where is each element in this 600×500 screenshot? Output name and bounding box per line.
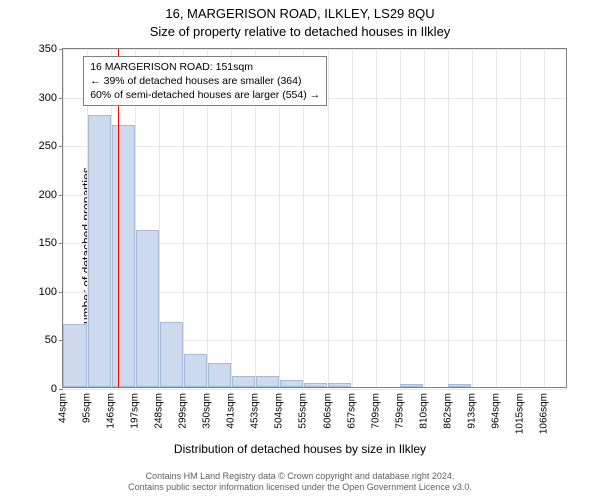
x-tick-label: 1066sqm xyxy=(538,387,549,434)
histogram-bar xyxy=(280,380,303,387)
y-tick-label: 50 xyxy=(45,334,63,346)
gridline-vertical xyxy=(520,49,521,387)
gridline-vertical xyxy=(400,49,401,387)
annotation-line-1: 16 MARGERISON ROAD: 151sqm xyxy=(90,60,320,74)
footer-attribution: Contains HM Land Registry data © Crown c… xyxy=(0,471,600,494)
y-tick-label: 200 xyxy=(39,189,63,201)
x-tick-label: 913sqm xyxy=(466,387,477,429)
gridline-vertical xyxy=(376,49,377,387)
x-tick-label: 146sqm xyxy=(106,387,117,429)
gridline-horizontal xyxy=(63,49,566,50)
x-tick-label: 709sqm xyxy=(370,387,381,429)
chart-title-sub: Size of property relative to detached ho… xyxy=(0,24,600,39)
histogram-bar xyxy=(448,384,471,387)
x-tick-label: 299sqm xyxy=(178,387,189,429)
histogram-bar xyxy=(112,125,135,387)
chart-title-main: 16, MARGERISON ROAD, ILKLEY, LS29 8QU xyxy=(0,6,600,21)
gridline-vertical xyxy=(328,49,329,387)
annotation-box: 16 MARGERISON ROAD: 151sqm ← 39% of deta… xyxy=(83,56,327,107)
histogram-bar xyxy=(208,363,231,387)
property-size-chart: 16, MARGERISON ROAD, ILKLEY, LS29 8QU Si… xyxy=(0,0,600,500)
x-tick-label: 606sqm xyxy=(322,387,333,429)
gridline-vertical xyxy=(472,49,473,387)
x-tick-label: 95sqm xyxy=(82,387,93,423)
y-tick-label: 350 xyxy=(39,43,63,55)
x-tick-label: 248sqm xyxy=(154,387,165,429)
histogram-bar xyxy=(232,376,255,387)
gridline-vertical xyxy=(496,49,497,387)
histogram-bar xyxy=(328,383,351,387)
x-tick-label: 453sqm xyxy=(250,387,261,429)
x-tick-label: 759sqm xyxy=(394,387,405,429)
annotation-line-2: ← 39% of detached houses are smaller (36… xyxy=(90,74,320,88)
histogram-bar xyxy=(400,384,423,387)
x-axis-label: Distribution of detached houses by size … xyxy=(0,442,600,456)
gridline-vertical xyxy=(544,49,545,387)
gridline-vertical xyxy=(352,49,353,387)
y-tick-label: 250 xyxy=(39,140,63,152)
histogram-bar xyxy=(88,115,111,387)
histogram-bar xyxy=(184,354,207,387)
annotation-line-3: 60% of semi-detached houses are larger (… xyxy=(90,88,320,102)
x-tick-label: 350sqm xyxy=(202,387,213,429)
x-tick-label: 197sqm xyxy=(130,387,141,429)
gridline-horizontal xyxy=(63,195,566,196)
x-tick-label: 44sqm xyxy=(58,387,69,423)
x-tick-label: 504sqm xyxy=(274,387,285,429)
footer-line-2: Contains public sector information licen… xyxy=(0,482,600,494)
histogram-bar xyxy=(63,324,86,387)
x-tick-label: 964sqm xyxy=(490,387,501,429)
y-tick-label: 300 xyxy=(39,92,63,104)
x-tick-label: 810sqm xyxy=(418,387,429,429)
x-tick-label: 862sqm xyxy=(442,387,453,429)
histogram-bar xyxy=(136,230,159,387)
footer-line-1: Contains HM Land Registry data © Crown c… xyxy=(0,471,600,483)
histogram-bar xyxy=(256,376,279,387)
y-tick-label: 150 xyxy=(39,237,63,249)
x-tick-label: 401sqm xyxy=(226,387,237,429)
histogram-bar xyxy=(160,322,183,387)
x-tick-label: 1015sqm xyxy=(514,387,525,434)
x-tick-label: 657sqm xyxy=(346,387,357,429)
gridline-horizontal xyxy=(63,146,566,147)
histogram-bar xyxy=(304,383,327,387)
gridline-vertical xyxy=(424,49,425,387)
x-tick-label: 555sqm xyxy=(298,387,309,429)
gridline-vertical xyxy=(448,49,449,387)
plot-area: 05010015020025030035044sqm95sqm146sqm197… xyxy=(62,48,567,388)
y-tick-label: 100 xyxy=(39,286,63,298)
